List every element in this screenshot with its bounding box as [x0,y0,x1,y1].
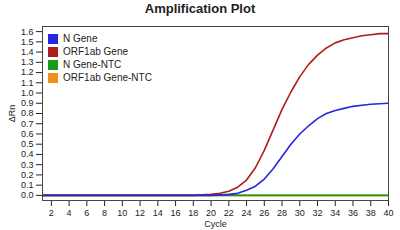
svg-text:0.6: 0.6 [21,129,34,139]
html-text:Amplification Plot: Amplification Plot [144,1,256,16]
svg-text:0.5: 0.5 [21,139,34,149]
html-text:N Gene-NTC: N Gene-NTC [63,59,122,70]
svg-text:28: 28 [277,208,287,218]
svg-text:12: 12 [135,208,145,218]
svg-text:0.4: 0.4 [21,149,34,159]
svg-text:4: 4 [67,208,72,218]
svg-text:1.2: 1.2 [21,67,34,77]
svg-text:16: 16 [171,208,181,218]
svg-text:1.0: 1.0 [21,88,34,98]
svg-text:24: 24 [242,208,252,218]
svg-text:22: 22 [224,208,234,218]
svg-text:0.9: 0.9 [21,98,34,108]
svg-text:0.3: 0.3 [21,160,34,170]
svg-text:26: 26 [259,208,269,218]
svg-text:1.4: 1.4 [21,47,34,57]
svg-text:0.8: 0.8 [21,108,34,118]
svg-text:8: 8 [102,208,107,218]
svg-text:36: 36 [348,208,358,218]
svg-text:18: 18 [188,208,198,218]
svg-text:1.3: 1.3 [21,57,34,67]
svg-text:14: 14 [153,208,163,218]
svg-text:30: 30 [295,208,305,218]
svg-text:2: 2 [49,208,54,218]
svg-text:10: 10 [117,208,127,218]
svg-text:1.1: 1.1 [21,78,34,88]
svg-text:1.5: 1.5 [21,37,34,47]
svg-text:0.1: 0.1 [21,180,34,190]
svg-text:20: 20 [206,208,216,218]
svg-text:6: 6 [84,208,89,218]
svg-text:38: 38 [366,208,376,218]
svg-text:0.7: 0.7 [21,119,34,129]
html-text:ORF1ab Gene-NTC: ORF1ab Gene-NTC [63,72,152,83]
svg-text:32: 32 [313,208,323,218]
svg-text:Cycle: Cycle [204,219,227,229]
svg-text:40: 40 [383,208,393,218]
svg-text:1.6: 1.6 [21,26,34,36]
html-text:ORF1ab Gene: ORF1ab Gene [63,46,128,57]
svg-text:0.0: 0.0 [21,190,34,200]
svg-text:34: 34 [330,208,340,218]
svg-text:0.2: 0.2 [21,170,34,180]
html-text:N Gene: N Gene [63,33,98,44]
svg-text:ΔRn: ΔRn [7,105,17,123]
